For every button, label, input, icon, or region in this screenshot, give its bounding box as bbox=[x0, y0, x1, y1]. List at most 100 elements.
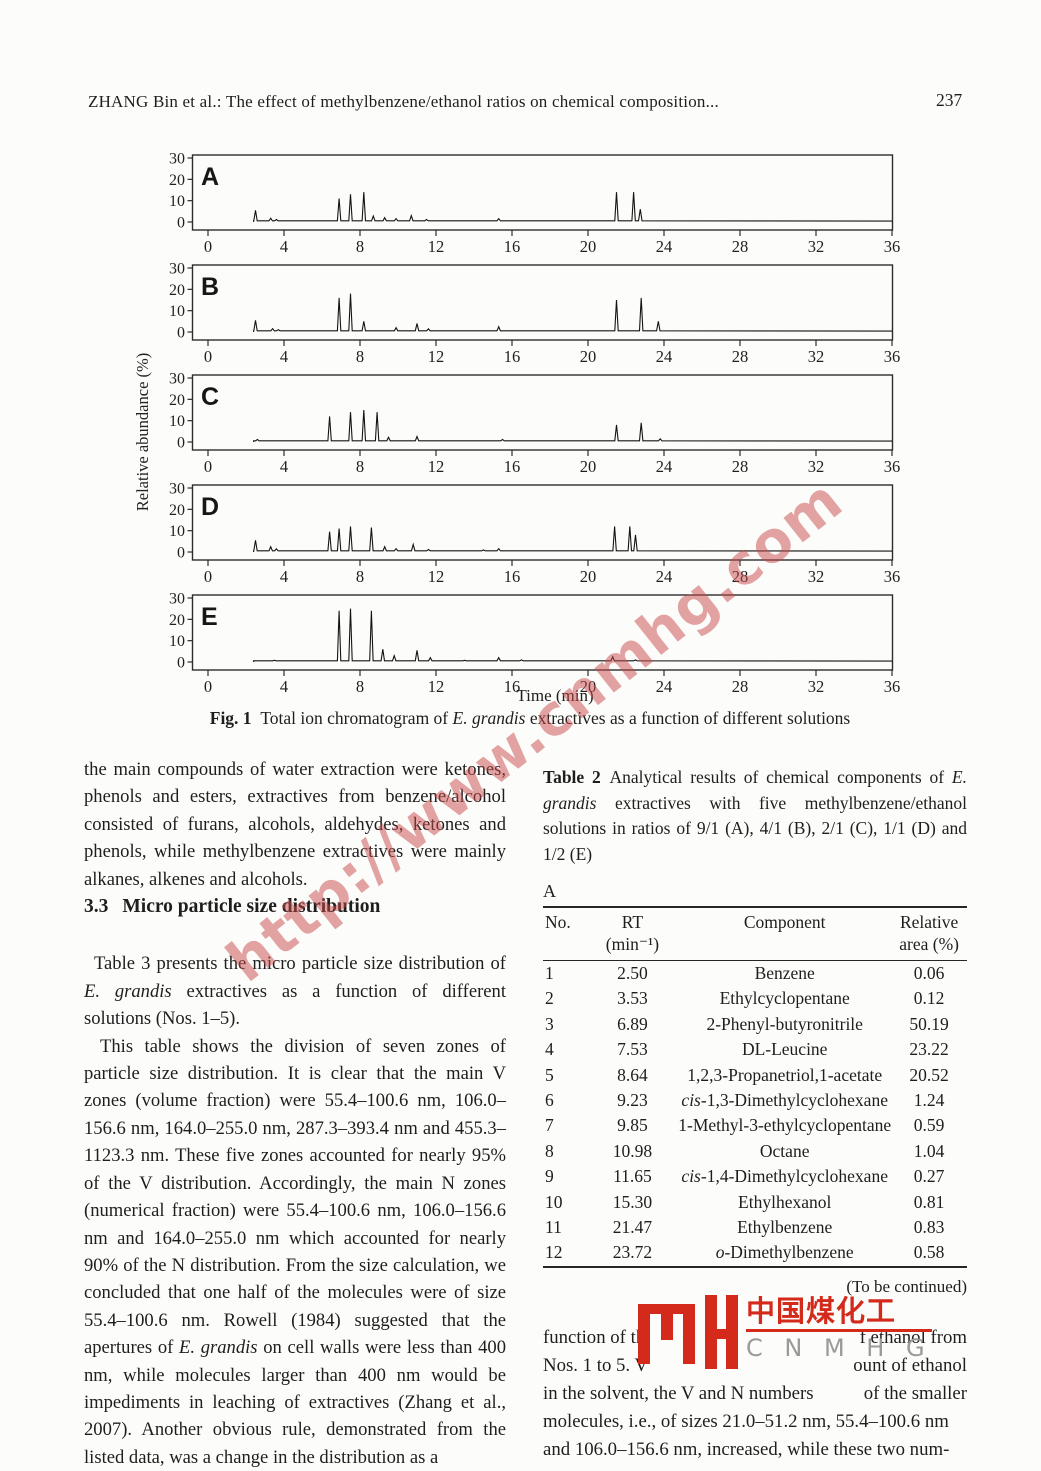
section-heading-3-3: 3.3 Micro particle size distribution bbox=[84, 893, 506, 920]
table-cell: 0.27 bbox=[913, 1166, 945, 1187]
y-tick-label: 30 bbox=[169, 591, 185, 608]
chromatogram-panel-C: 0 10 20 30 0 4 8 12 16 20 24 28 32 36 C bbox=[169, 371, 900, 476]
table-cell: DL-Leucine bbox=[741, 1039, 828, 1060]
y-axis-label: Relative abundance (%) bbox=[133, 352, 152, 512]
y-tick-label: 20 bbox=[169, 172, 185, 189]
y-tick-label: 10 bbox=[169, 523, 185, 540]
x-tick-label: 24 bbox=[656, 457, 673, 476]
x-tick-label: 32 bbox=[808, 567, 825, 586]
x-tick-label: 0 bbox=[204, 457, 212, 476]
x-tick-label: 32 bbox=[808, 237, 825, 256]
chromatogram-panel-D: 0 10 20 30 0 4 8 12 16 20 24 28 32 36 D bbox=[169, 481, 900, 586]
table-cell: 8 bbox=[545, 1140, 554, 1161]
y-tick-label: 0 bbox=[177, 215, 185, 232]
paragraph-size-zones: This table shows the division of seven z… bbox=[84, 1033, 506, 1471]
chromatogram-trace bbox=[253, 526, 893, 552]
text-run: Analytical results of chemical component… bbox=[600, 767, 952, 787]
table-cell: 1 bbox=[545, 963, 554, 983]
x-tick-label: 4 bbox=[280, 457, 288, 476]
chromatogram-trace bbox=[253, 409, 893, 442]
table-cell: o-Dimethylbenzene bbox=[715, 1242, 854, 1263]
x-tick-label: 28 bbox=[732, 347, 749, 366]
table-cell: 3 bbox=[545, 1013, 554, 1034]
table-cell: 2 bbox=[545, 988, 554, 1009]
table-cell: 0.81 bbox=[913, 1191, 945, 1212]
panel-label: A bbox=[201, 163, 219, 191]
text-run: extractives as a function of different s… bbox=[84, 980, 506, 1030]
table-row: 9 11.65 cis-1,4-Dimethylcyclohexane 0.27 bbox=[543, 1164, 967, 1189]
x-tick-label: 12 bbox=[428, 677, 445, 696]
table-cell: 4 bbox=[545, 1039, 554, 1060]
figure-1-chromatograms: 0 10 20 30 0 4 8 12 16 20 24 28 32 36 A 0 10 20 30 0 4 8 12 16 2… bbox=[145, 148, 920, 698]
chromatogram-trace bbox=[253, 293, 893, 332]
table-cell: 9 bbox=[545, 1166, 554, 1187]
table-cell: 8.64 bbox=[617, 1064, 648, 1085]
y-tick-label: 30 bbox=[169, 481, 185, 498]
x-tick-label: 32 bbox=[808, 677, 825, 696]
table-cell: 6 bbox=[545, 1089, 554, 1110]
table-cell: 0.12 bbox=[913, 988, 945, 1009]
text-run: extractives as a function of different s… bbox=[525, 708, 851, 728]
x-tick-label: 8 bbox=[356, 457, 364, 476]
table-cell: 5 bbox=[545, 1064, 554, 1085]
table-cell: 0.58 bbox=[913, 1242, 945, 1263]
table-row: 2 3.53 Ethylcyclopentane 0.12 bbox=[543, 986, 967, 1011]
cnmhg-logo-text: 中国煤化工 C N M H G bbox=[746, 1290, 932, 1362]
logo-rule bbox=[746, 1329, 932, 1332]
cnmhg-logo: 中国煤化工 C N M H G bbox=[638, 1290, 932, 1376]
x-tick-label: 32 bbox=[808, 457, 825, 476]
table-cell: 1,2,3-Propanetriol,1-acetate bbox=[687, 1064, 883, 1085]
paragraph-water-extraction: the main compounds of water extraction w… bbox=[84, 759, 506, 890]
x-tick-label: 20 bbox=[580, 347, 597, 366]
table-cell: 23.72 bbox=[612, 1242, 653, 1263]
table-row: 5 8.64 1,2,3-Propanetriol,1-acetate 20.52 bbox=[543, 1063, 967, 1088]
table2-caption: Table 2 Analytical results of chemical c… bbox=[543, 765, 967, 867]
table-row: 3 6.89 2-Phenyl-butyronitrile 50.19 bbox=[543, 1012, 967, 1037]
species-name: E. grandis bbox=[452, 708, 526, 728]
text-run: This table shows the division of seven z… bbox=[84, 1035, 506, 1359]
x-tick-label: 12 bbox=[428, 237, 445, 256]
table-cell: 0.83 bbox=[913, 1216, 945, 1237]
table-cell: 10 bbox=[545, 1191, 563, 1212]
table-cell: cis-1,4-Dimethylcyclohexane bbox=[681, 1166, 888, 1187]
table-cell: Ethylhexanol bbox=[738, 1191, 832, 1212]
table-cell: Octane bbox=[759, 1140, 810, 1161]
table-cell: Ethylcyclopentane bbox=[719, 988, 850, 1009]
y-tick-label: 20 bbox=[169, 282, 185, 299]
x-axis-label: Time (min) bbox=[516, 686, 594, 705]
x-tick-label: 12 bbox=[428, 347, 445, 366]
y-tick-label: 20 bbox=[169, 392, 185, 409]
table2-header: No. RT (min⁻¹) Component Relative area (%) bbox=[543, 907, 967, 961]
cnmhg-logo-mark-icon bbox=[638, 1295, 738, 1369]
logo-chinese-text: 中国煤化工 bbox=[746, 1294, 897, 1328]
species-name: E. grandis bbox=[543, 767, 967, 813]
table-cell: 0.59 bbox=[913, 1115, 945, 1136]
plot-frame bbox=[191, 154, 894, 231]
x-tick-label: 0 bbox=[204, 677, 212, 696]
x-tick-label: 36 bbox=[884, 347, 901, 366]
table-cell: 2-Phenyl-butyronitrile bbox=[706, 1013, 863, 1034]
y-tick-label: 0 bbox=[177, 545, 185, 562]
table-cell: 3.53 bbox=[617, 988, 648, 1009]
table-cell: 6.89 bbox=[617, 1013, 648, 1034]
text-line: molecules, i.e., of sizes 21.0–51.2 nm, … bbox=[543, 1410, 949, 1432]
x-tick-label: 4 bbox=[280, 567, 288, 586]
species-name: E. grandis bbox=[84, 980, 172, 1002]
left-column: the main compounds of water extraction w… bbox=[84, 756, 506, 1471]
x-tick-label: 16 bbox=[504, 237, 521, 256]
panel-label: C bbox=[201, 383, 219, 411]
chromatogram-trace bbox=[253, 608, 893, 662]
table-row: 6 9.23 cis-1,3-Dimethylcyclohexane 1.24 bbox=[543, 1088, 967, 1113]
x-tick-label: 12 bbox=[428, 567, 445, 586]
table-cell: 7 bbox=[545, 1115, 554, 1136]
table-cell: 23.22 bbox=[909, 1039, 949, 1060]
x-tick-label: 28 bbox=[732, 567, 749, 586]
x-tick-label: 16 bbox=[504, 347, 521, 366]
table-row: 12 23.72 o-Dimethylbenzene 0.58 bbox=[543, 1240, 967, 1266]
table-row: 1 2.50 Benzene 0.06 bbox=[543, 961, 967, 987]
section-title: Micro particle size distribution bbox=[122, 896, 381, 918]
y-tick-label: 10 bbox=[169, 413, 185, 430]
y-tick-label: 0 bbox=[177, 655, 185, 672]
text-line: in the solvent, the V and N numbers of th… bbox=[543, 1382, 967, 1404]
